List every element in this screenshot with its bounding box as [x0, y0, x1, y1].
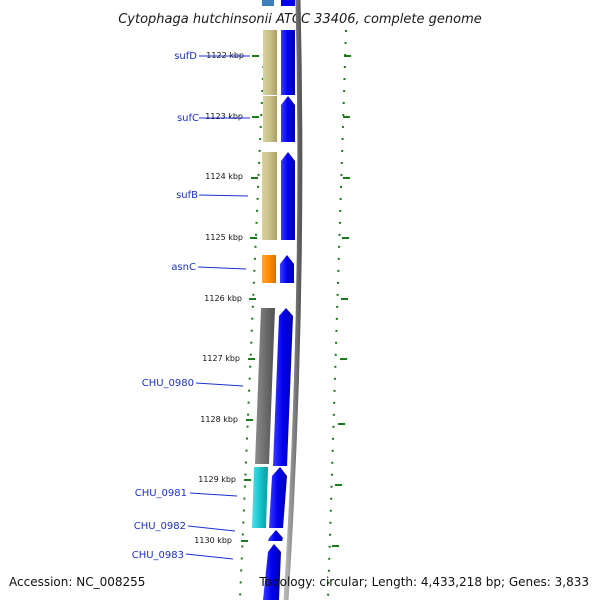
accession-text: Accession: NC_008255 — [9, 575, 145, 589]
gene-arrow-CHU_0983 — [263, 544, 281, 600]
tick-label-1124: 1124 kbp — [205, 172, 243, 181]
gene-block-sufB — [262, 152, 277, 240]
tick-label-1126: 1126 kbp — [204, 294, 242, 303]
gene-arrow-sufC — [281, 96, 295, 142]
gene-label-sufD[interactable]: sufD — [174, 51, 197, 62]
tick-label-1129: 1129 kbp — [198, 475, 236, 484]
gene-label-leaders — [185, 55, 250, 560]
category-track — [252, 30, 277, 528]
gene-label-asnC[interactable]: asnC — [171, 262, 196, 273]
gene-block-CHU_0981 — [252, 467, 268, 528]
gene-block-sufC — [263, 96, 277, 142]
tick-label-1130: 1130 kbp — [194, 536, 232, 545]
gene-arrow-asnC — [280, 255, 294, 283]
gene-arrow-CHU_0981 — [269, 467, 287, 528]
gene-label-CHU_0983[interactable]: CHU_0983 — [132, 550, 184, 561]
gene-arrow-CHU_0980 — [273, 308, 293, 466]
gene-label-CHU_0981[interactable]: CHU_0981 — [135, 488, 187, 499]
gene-arrow-sufB — [281, 152, 295, 240]
tick-label-1128: 1128 kbp — [200, 415, 238, 424]
tick-label-1125: 1125 kbp — [205, 233, 243, 242]
gene-arrow-sufD — [281, 30, 295, 95]
topology-text: Topology: circular; Length: 4,433,218 bp… — [258, 575, 589, 589]
gene-labels: sufD sufC sufB asnC CHU_0980 CHU_0981 CH… — [132, 51, 199, 561]
gene-block-CHU_0980 — [255, 308, 275, 464]
gene-arrow-partial-top — [281, 0, 295, 6]
cds-track — [263, 30, 295, 600]
gene-label-sufB[interactable]: sufB — [176, 190, 198, 201]
tick-label-1123: 1123 kbp — [205, 112, 243, 121]
gene-block-sufD — [263, 30, 277, 95]
gene-label-CHU_0980[interactable]: CHU_0980 — [142, 378, 194, 389]
gene-label-CHU_0982[interactable]: CHU_0982 — [134, 521, 186, 532]
gene-label-sufC[interactable]: sufC — [177, 113, 199, 124]
gene-arrow-CHU_0982 — [268, 530, 283, 541]
feature-partial-top — [262, 0, 274, 6]
tick-label-1127: 1127 kbp — [202, 354, 240, 363]
genome-backbone — [283, 0, 303, 600]
scale-ticks — [241, 55, 351, 547]
gene-block-asnC — [262, 255, 276, 283]
scale-tick-labels: 1122 kbp 1123 kbp 1124 kbp 1125 kbp 1126… — [194, 51, 244, 545]
